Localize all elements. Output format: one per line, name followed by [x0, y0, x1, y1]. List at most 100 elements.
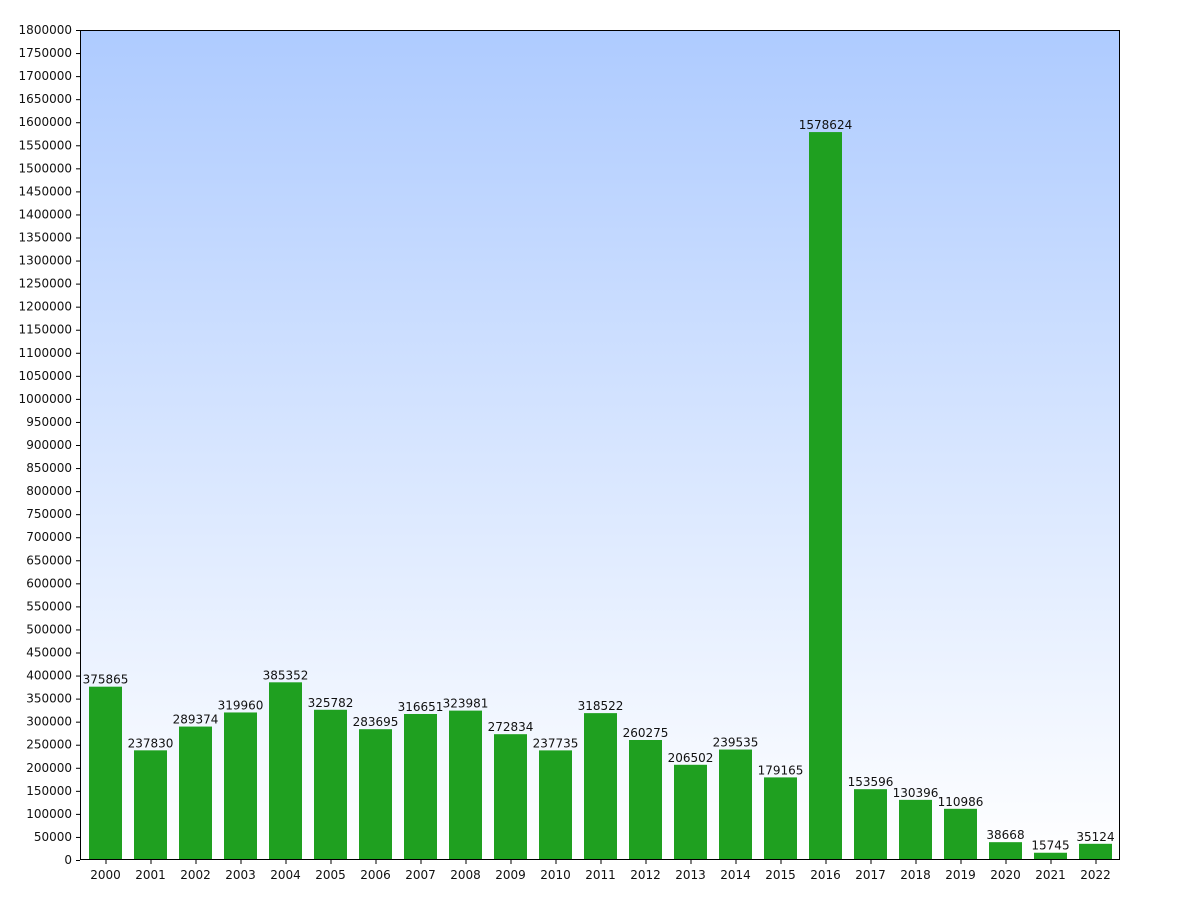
- y-tick-label: 550000: [26, 599, 72, 613]
- data-label-2011: 318522: [578, 699, 624, 713]
- data-label-2021: 15745: [1031, 839, 1069, 853]
- bar-2003: [224, 712, 257, 860]
- x-tick-label-2016: 2016: [810, 868, 841, 882]
- data-label-2009: 272834: [488, 720, 534, 734]
- x-tick-label-2015: 2015: [765, 868, 796, 882]
- bar-2004: [269, 682, 302, 860]
- y-tick-label: 0: [64, 853, 72, 867]
- bars-group: [89, 132, 1112, 861]
- bar-2016: [809, 132, 842, 861]
- y-tick-label: 1700000: [19, 69, 72, 83]
- x-tick-label-2000: 2000: [90, 868, 121, 882]
- bar-2005: [314, 709, 347, 860]
- y-tick-label: 1600000: [19, 115, 72, 129]
- x-tick-label-2014: 2014: [720, 868, 751, 882]
- y-tick-label: 1800000: [19, 23, 72, 37]
- x-tick-label-2022: 2022: [1080, 868, 1111, 882]
- bar-2013: [674, 764, 707, 860]
- x-tick-label-2006: 2006: [360, 868, 391, 882]
- y-tick-label: 600000: [26, 576, 72, 590]
- y-tick-label: 250000: [26, 738, 72, 752]
- data-label-2012: 260275: [623, 726, 669, 740]
- y-tick-label: 750000: [26, 507, 72, 521]
- x-tick-label-2010: 2010: [540, 868, 571, 882]
- y-tick-label: 1000000: [19, 392, 72, 406]
- bar-2015: [764, 777, 797, 860]
- x-tick-label-2020: 2020: [990, 868, 1021, 882]
- bar-2008: [449, 710, 482, 860]
- data-label-2006: 283695: [353, 715, 399, 729]
- bar-2006: [359, 729, 392, 860]
- x-tick-label-2004: 2004: [270, 868, 301, 882]
- bar-2022: [1079, 843, 1112, 860]
- x-tick-label-2021: 2021: [1035, 868, 1066, 882]
- y-tick-label: 1100000: [19, 346, 72, 360]
- x-tick-label-2007: 2007: [405, 868, 436, 882]
- y-tick-label: 350000: [26, 692, 72, 706]
- bar-2012: [629, 739, 662, 860]
- y-tick-label: 300000: [26, 715, 72, 729]
- x-tick-label-2011: 2011: [585, 868, 616, 882]
- y-tick-label: 900000: [26, 438, 72, 452]
- y-tick-label: 1150000: [19, 323, 72, 337]
- data-label-2020: 38668: [986, 828, 1024, 842]
- y-tick-label: 800000: [26, 484, 72, 498]
- x-tick-label-2008: 2008: [450, 868, 481, 882]
- bar-2014: [719, 749, 752, 860]
- y-tick-label: 500000: [26, 622, 72, 636]
- y-tick-label: 1550000: [19, 138, 72, 152]
- bar-2011: [584, 713, 617, 860]
- x-axis: 2000 2001 2002 2003 2004 2005 2006 2007 2008 2009…: [90, 860, 1111, 882]
- bar-2007: [404, 713, 437, 860]
- x-tick-label-2002: 2002: [180, 868, 211, 882]
- y-axis: 0 50000 100000 150000 200000 250000 300000 3500…: [19, 23, 80, 867]
- y-tick-label: 1200000: [19, 300, 72, 314]
- data-label-2000: 375865: [83, 673, 129, 687]
- y-tick-label: 1400000: [19, 207, 72, 221]
- y-tick-label: 850000: [26, 461, 72, 475]
- x-tick-label-2005: 2005: [315, 868, 346, 882]
- data-label-2007: 316651: [398, 700, 444, 714]
- y-tick-label: 1350000: [19, 231, 72, 245]
- data-label-2015: 179165: [758, 763, 804, 777]
- data-label-2016: 1578624: [799, 118, 852, 132]
- y-tick-label: 700000: [26, 530, 72, 544]
- x-tick-label-2019: 2019: [945, 868, 976, 882]
- data-label-2008: 323981: [443, 697, 489, 711]
- data-label-2005: 325782: [308, 696, 354, 710]
- y-tick-label: 1750000: [19, 46, 72, 60]
- x-tick-label-2009: 2009: [495, 868, 526, 882]
- y-tick-label: 200000: [26, 761, 72, 775]
- y-tick-label: 50000: [34, 830, 72, 844]
- y-tick-label: 1300000: [19, 254, 72, 268]
- y-tick-label: 1450000: [19, 184, 72, 198]
- x-tick-label-2013: 2013: [675, 868, 706, 882]
- data-label-2019: 110986: [938, 795, 984, 809]
- bar-2021: [1034, 852, 1067, 860]
- bar-2010: [539, 750, 572, 860]
- data-label-2004: 385352: [263, 668, 309, 682]
- x-tick-label-2003: 2003: [225, 868, 256, 882]
- bar-2020: [989, 842, 1022, 860]
- plot-frame: [80, 30, 1120, 860]
- data-label-2018: 130396: [893, 786, 939, 800]
- bar-2019: [944, 808, 977, 860]
- bar-2009: [494, 734, 527, 860]
- bar-2017: [854, 789, 887, 860]
- x-tick-label-2012: 2012: [630, 868, 661, 882]
- y-tick-label: 400000: [26, 669, 72, 683]
- x-tick-label-2018: 2018: [900, 868, 931, 882]
- data-label-2022: 35124: [1076, 830, 1114, 844]
- y-tick-label: 450000: [26, 646, 72, 660]
- bar-2001: [134, 750, 167, 860]
- y-tick-label: 1500000: [19, 161, 72, 175]
- x-tick-label-2017: 2017: [855, 868, 886, 882]
- data-label-2003: 319960: [218, 698, 264, 712]
- data-label-2017: 153596: [848, 775, 894, 789]
- bar-2002: [179, 726, 212, 860]
- y-tick-label: 1250000: [19, 277, 72, 291]
- data-label-2014: 239535: [713, 736, 759, 750]
- data-label-2013: 206502: [668, 751, 714, 765]
